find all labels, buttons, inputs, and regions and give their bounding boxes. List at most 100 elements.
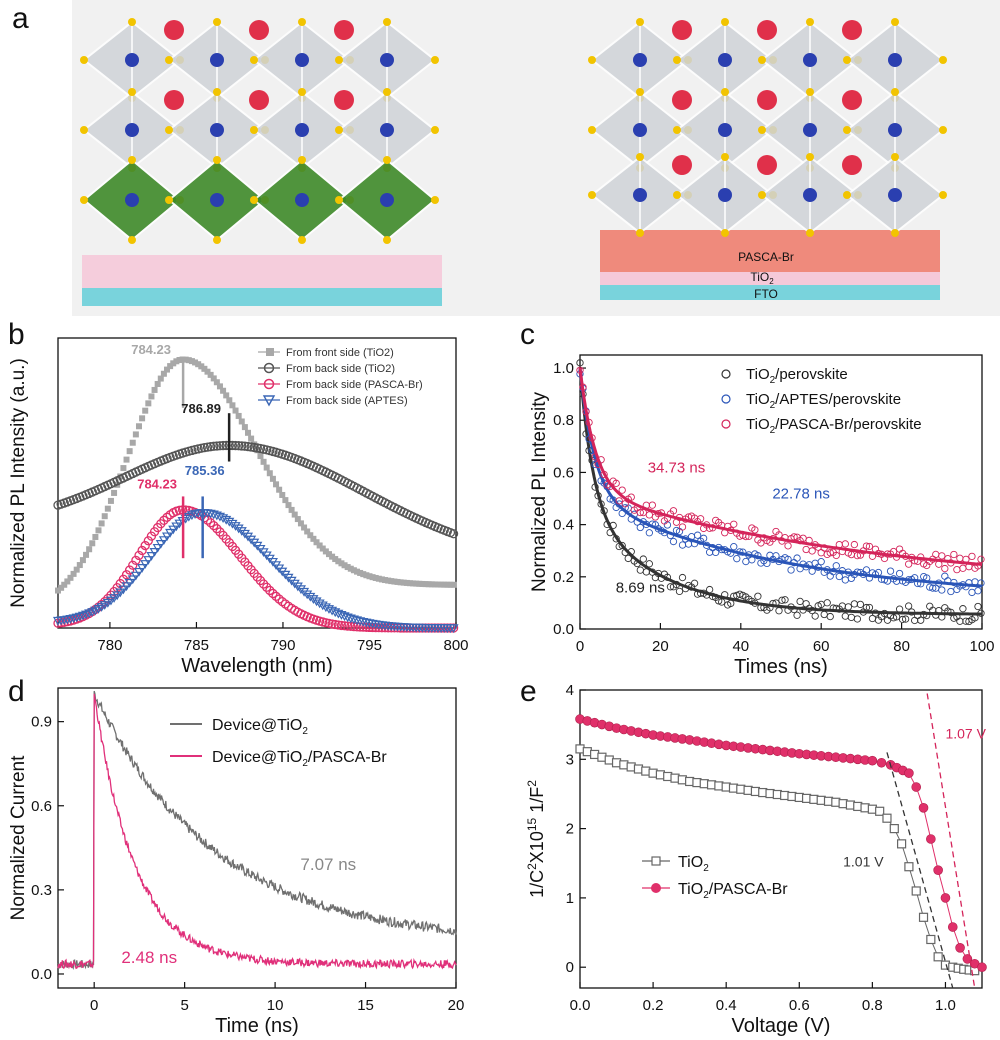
data-point <box>302 612 312 622</box>
data-point <box>382 577 389 584</box>
panel-label-e: e <box>520 675 537 708</box>
data-point <box>185 357 192 364</box>
data-point <box>597 477 605 485</box>
data-point <box>871 545 880 553</box>
data-point <box>748 597 756 606</box>
b-site-atom <box>633 188 647 202</box>
data-point <box>168 451 178 461</box>
data-point <box>168 525 179 535</box>
data-point <box>889 547 898 556</box>
x-tick-label: 20 <box>652 638 669 655</box>
data-point <box>239 529 250 539</box>
crystal-illustration: PASCA-Br TiO2 FTO <box>72 0 1000 316</box>
data-point <box>739 531 747 539</box>
data-point <box>237 441 247 451</box>
data-point <box>448 624 459 634</box>
data-point <box>336 620 347 631</box>
data-point <box>627 493 635 501</box>
a-site-atom <box>249 90 269 110</box>
data-point <box>724 601 732 609</box>
data-point <box>721 591 729 599</box>
data-point <box>859 570 868 579</box>
data-point <box>923 574 931 582</box>
panel-label-a: a <box>12 2 29 35</box>
data-point <box>908 575 916 584</box>
data-point <box>258 444 269 454</box>
data-point <box>115 578 125 589</box>
data-point <box>235 412 242 419</box>
data-point <box>242 532 254 542</box>
data-point <box>213 379 220 386</box>
data-point <box>670 733 680 743</box>
data-point <box>425 581 432 588</box>
data-point <box>406 580 413 587</box>
b-site-atom <box>633 123 647 137</box>
data-point <box>781 596 789 604</box>
data-point <box>968 588 976 597</box>
data-point <box>883 577 892 585</box>
data-point <box>96 483 107 493</box>
data-point <box>314 616 325 626</box>
data-point <box>914 579 922 588</box>
data-point <box>184 505 194 516</box>
data-point <box>370 620 381 630</box>
data-point <box>743 785 753 795</box>
data-point <box>817 549 825 557</box>
data-point <box>603 481 611 489</box>
data-point <box>126 448 133 455</box>
data-point <box>374 494 384 505</box>
data-point <box>336 475 347 485</box>
data-point <box>675 513 684 522</box>
x-tick-label: 0.0 <box>570 997 591 1014</box>
data-point <box>765 745 775 756</box>
data-point <box>911 557 919 565</box>
data-point <box>660 517 669 525</box>
text-part: 1/C <box>527 870 547 898</box>
data-point <box>736 548 744 556</box>
b-site-atom <box>718 188 732 202</box>
data-point <box>852 754 863 765</box>
data-point <box>327 606 338 616</box>
data-point <box>290 605 300 615</box>
x-tick-label: 1.0 <box>935 997 956 1014</box>
data-point <box>675 587 684 596</box>
data-point <box>243 561 253 571</box>
data-point <box>171 522 182 532</box>
data-point <box>302 458 312 469</box>
data-point <box>758 787 768 798</box>
data-point <box>385 577 392 584</box>
data-point <box>706 738 717 749</box>
a-site-atom <box>757 155 777 175</box>
data-point <box>374 623 384 633</box>
peak-label: 785.36 <box>185 463 225 478</box>
halide-atom <box>721 88 729 96</box>
data-point <box>193 509 203 519</box>
halide-atom <box>636 153 644 161</box>
data-point <box>606 528 614 537</box>
data-point <box>865 574 874 582</box>
series-0 <box>576 359 985 626</box>
data-point <box>301 524 308 531</box>
data-point <box>327 470 337 480</box>
data-point <box>856 568 865 577</box>
data-point <box>871 609 880 617</box>
y-tick-label: 0.8 <box>553 412 574 429</box>
data-point <box>226 397 233 404</box>
data-point <box>56 616 67 626</box>
data-point <box>802 563 810 571</box>
data-point <box>308 461 319 471</box>
data-point <box>399 507 409 517</box>
data-point <box>889 824 899 834</box>
data-point <box>288 506 295 513</box>
data-point <box>78 611 88 622</box>
halide-atom <box>891 229 899 237</box>
data-point <box>860 755 870 765</box>
peak-label: 784.23 <box>131 342 171 357</box>
data-point <box>264 554 275 564</box>
data-point <box>156 519 166 529</box>
data-point <box>914 611 922 620</box>
data-point <box>619 724 629 735</box>
halide-atom <box>673 56 681 64</box>
data-point <box>898 765 908 776</box>
data-point <box>419 580 426 587</box>
